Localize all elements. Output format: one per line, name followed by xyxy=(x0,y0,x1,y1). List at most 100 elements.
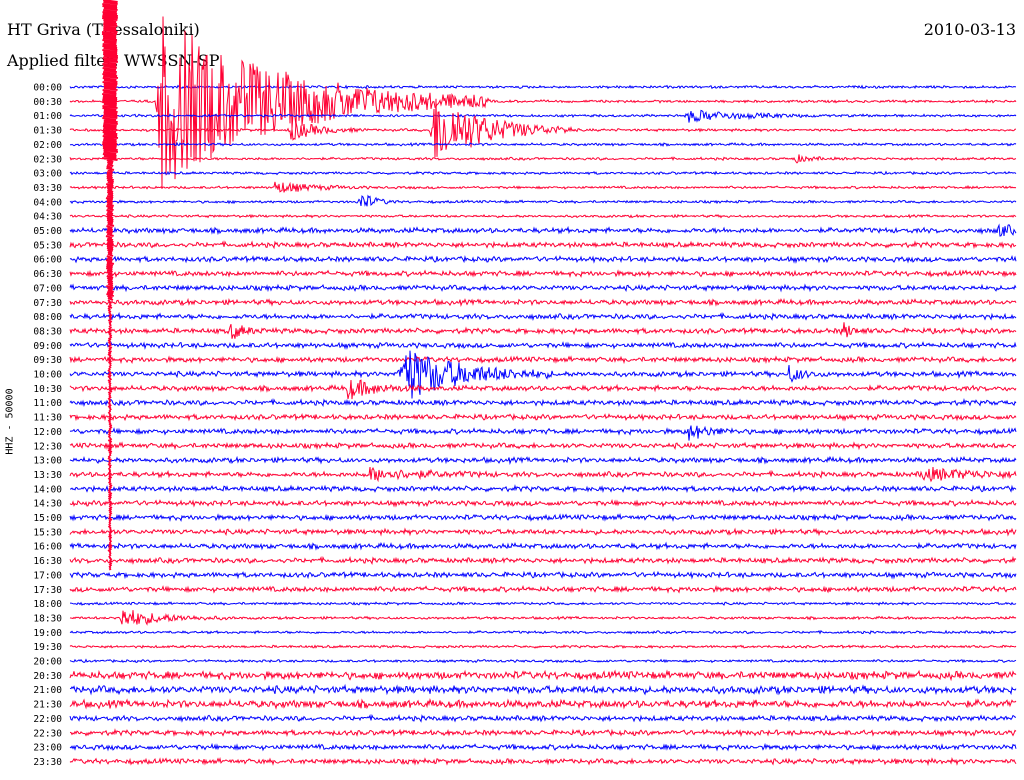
time-tick-label: 00:00 xyxy=(33,83,62,94)
seismic-trace xyxy=(69,213,1017,219)
seismic-trace xyxy=(69,16,1017,190)
time-tick-label: 22:00 xyxy=(33,714,62,725)
time-tick-label: 07:30 xyxy=(33,298,62,309)
seismic-trace xyxy=(69,555,1017,565)
time-tick-label: 17:00 xyxy=(33,570,62,581)
seismic-trace xyxy=(69,728,1017,738)
seismic-trace xyxy=(69,412,1017,422)
seismic-trace xyxy=(69,644,1017,649)
time-tick-label: 06:30 xyxy=(33,269,62,280)
seismic-trace xyxy=(70,484,1017,494)
time-tick-label: 04:30 xyxy=(33,212,62,223)
seismic-trace xyxy=(69,669,1017,682)
time-tick-label: 02:00 xyxy=(33,140,62,151)
time-tick-label: 11:30 xyxy=(33,413,62,424)
time-tick-label: 18:30 xyxy=(33,613,62,624)
seismic-trace xyxy=(69,255,1017,264)
time-tick-label: 09:00 xyxy=(33,341,62,352)
time-tick-label: 09:30 xyxy=(33,355,62,366)
time-tick-label: 04:00 xyxy=(33,197,62,208)
seismic-trace xyxy=(69,109,1017,123)
seismic-trace xyxy=(69,322,1017,339)
time-tick-label: 08:30 xyxy=(33,326,62,337)
time-tick-label: 06:00 xyxy=(33,255,62,266)
time-tick-label: 17:30 xyxy=(33,585,62,596)
seismic-trace xyxy=(69,170,1017,176)
seismic-trace xyxy=(69,498,1017,508)
time-tick-label: 19:30 xyxy=(33,642,62,653)
seismic-trace xyxy=(69,742,1017,752)
seismic-trace xyxy=(70,601,1017,607)
time-tick-label: 10:00 xyxy=(33,370,62,381)
seismic-trace xyxy=(69,698,1017,710)
seismic-trace xyxy=(69,98,1017,158)
seismic-trace xyxy=(69,84,1017,90)
seismic-trace xyxy=(69,355,1017,365)
seismic-trace xyxy=(69,610,1017,626)
seismic-trace xyxy=(69,297,1017,307)
seismic-trace xyxy=(69,141,1017,147)
time-tick-label: 16:30 xyxy=(33,556,62,567)
time-tick-label: 13:30 xyxy=(33,470,62,481)
seismic-trace xyxy=(69,441,1017,451)
seismic-trace xyxy=(69,154,1017,164)
time-tick-label: 19:00 xyxy=(33,628,62,639)
time-tick-label: 05:00 xyxy=(33,226,62,237)
seismic-trace xyxy=(69,341,1017,350)
seismic-trace xyxy=(69,425,1017,441)
time-tick-label: 23:00 xyxy=(33,743,62,754)
time-tick-label: 20:00 xyxy=(33,657,62,668)
seismic-trace xyxy=(69,311,1017,321)
time-tick-label: 07:00 xyxy=(33,283,62,294)
seismic-trace xyxy=(69,455,1017,465)
time-tick-label: 20:30 xyxy=(33,671,62,682)
time-tick-label: 22:30 xyxy=(33,728,62,739)
seismic-trace xyxy=(69,223,1017,237)
time-tick-label: 12:30 xyxy=(33,441,62,452)
seismic-trace xyxy=(69,194,1017,207)
time-tick-label: 16:00 xyxy=(33,542,62,553)
seismic-trace xyxy=(69,713,1017,723)
time-tick-label: 18:00 xyxy=(33,599,62,610)
seismic-trace xyxy=(69,541,1017,551)
seismic-trace xyxy=(69,269,1017,279)
seismic-trace xyxy=(69,240,1017,250)
time-tick-label: 01:00 xyxy=(33,111,62,122)
seismic-trace xyxy=(69,527,1017,537)
large-event-trace xyxy=(101,0,119,571)
seismic-trace xyxy=(69,584,1017,594)
seismic-trace xyxy=(69,467,1017,483)
time-tick-label: 21:00 xyxy=(33,685,62,696)
seismic-trace xyxy=(69,629,1017,635)
time-tick-label: 14:00 xyxy=(33,484,62,495)
time-tick-labels: 00:00 00:30 01:00 01:30 02:00 02:30 03:00 03:30… xyxy=(33,83,62,768)
seismic-trace xyxy=(69,350,1017,399)
seismic-trace xyxy=(69,379,1017,400)
time-tick-label: 15:30 xyxy=(33,527,62,538)
time-tick-label: 15:00 xyxy=(33,513,62,524)
time-tick-label: 11:00 xyxy=(33,398,62,409)
time-tick-label: 02:30 xyxy=(33,154,62,165)
seismic-trace xyxy=(69,512,1017,522)
time-tick-label: 03:30 xyxy=(33,183,62,194)
seismic-trace xyxy=(69,658,1017,664)
seismic-trace xyxy=(69,181,1017,193)
time-tick-label: 08:00 xyxy=(33,312,62,323)
time-tick-label: 01:30 xyxy=(33,126,62,137)
time-tick-label: 23:30 xyxy=(33,757,62,768)
traces-group xyxy=(69,0,1017,767)
time-tick-label: 10:30 xyxy=(33,384,62,395)
time-tick-label: 05:30 xyxy=(33,240,62,251)
seismic-trace xyxy=(69,683,1017,696)
seismic-trace xyxy=(69,398,1017,408)
time-tick-label: 21:30 xyxy=(33,700,62,711)
seismic-trace xyxy=(69,756,1017,767)
time-tick-label: 00:30 xyxy=(33,97,62,108)
seismic-trace xyxy=(69,570,1017,580)
time-tick-label: 13:00 xyxy=(33,456,62,467)
record-date: 2010-03-13 xyxy=(923,20,1016,39)
seismic-trace xyxy=(69,283,1017,293)
time-tick-label: 14:30 xyxy=(33,499,62,510)
time-tick-label: 12:00 xyxy=(33,427,62,438)
